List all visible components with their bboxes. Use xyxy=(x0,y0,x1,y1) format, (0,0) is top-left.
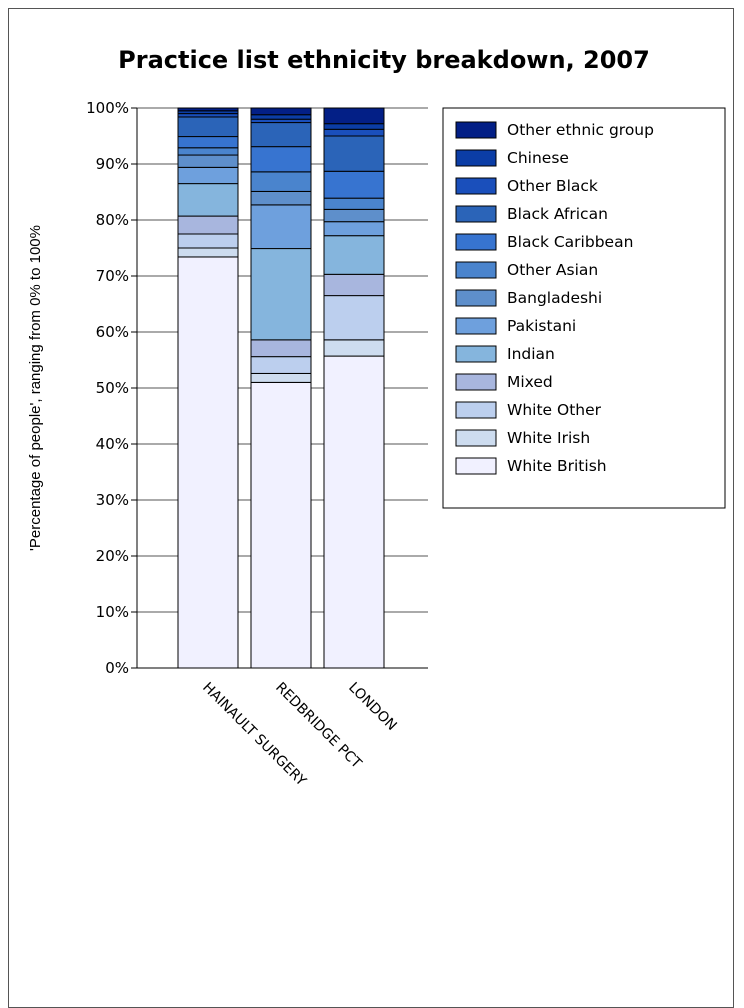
bar-segment xyxy=(250,107,312,116)
bar-segment xyxy=(177,107,239,112)
bar-segment xyxy=(250,171,312,192)
bar-segment xyxy=(177,247,239,258)
bar-segment xyxy=(323,355,385,669)
bar-segment xyxy=(250,248,312,341)
bar-segment xyxy=(250,146,312,173)
bar-segment xyxy=(250,190,312,206)
bar-segment xyxy=(177,166,239,185)
bar-segment xyxy=(250,114,312,120)
bar-segment xyxy=(250,356,312,374)
bar-segment xyxy=(323,107,385,125)
y-tick-label: 80% xyxy=(96,211,129,229)
bar-segment xyxy=(177,233,239,249)
bar-segment xyxy=(177,113,239,118)
legend-label: Other ethnic group xyxy=(507,121,654,139)
chart-title: Practice list ethnicity breakdown, 2007 xyxy=(118,46,650,74)
bar-segment xyxy=(250,122,312,148)
bar-segment xyxy=(323,123,385,130)
legend-swatch xyxy=(455,261,497,279)
bar-segment xyxy=(323,197,385,210)
bar-segment xyxy=(323,128,385,137)
legend-swatch xyxy=(455,373,497,391)
bar-segment xyxy=(177,256,239,669)
y-axis-label: 'Percentage of people', ranging from 0% … xyxy=(27,225,44,551)
legend-label: White Other xyxy=(507,401,602,419)
y-tick-label: 90% xyxy=(96,155,129,173)
bar-segment xyxy=(323,295,385,341)
bar-segment xyxy=(323,235,385,275)
bar-segment xyxy=(177,154,239,168)
bar-segment xyxy=(250,372,312,383)
y-tick-label: 30% xyxy=(96,491,129,509)
legend-label: Indian xyxy=(507,345,555,363)
bar-segment xyxy=(323,135,385,172)
legend-swatch xyxy=(455,205,497,223)
bar-segment xyxy=(250,118,312,124)
y-tick-label: 100% xyxy=(86,99,129,117)
bar-segment xyxy=(177,116,239,138)
legend-label: White British xyxy=(507,457,607,475)
legend-swatch xyxy=(455,233,497,251)
legend-label: Pakistani xyxy=(507,317,576,335)
bar-segment xyxy=(177,183,239,217)
bar-segment xyxy=(323,339,385,357)
legend-swatch xyxy=(455,289,497,307)
bar-segment xyxy=(323,208,385,223)
y-tick-label: 40% xyxy=(96,435,129,453)
bar-segment xyxy=(177,215,239,235)
y-tick-label: 0% xyxy=(105,659,129,677)
bars xyxy=(177,107,385,669)
legend-label: Black Caribbean xyxy=(507,233,633,251)
legend-label: Black African xyxy=(507,205,608,223)
legend-swatch xyxy=(455,121,497,139)
legend-swatch xyxy=(455,457,497,475)
bar-segment xyxy=(323,221,385,237)
legend-swatch xyxy=(455,345,497,363)
bar-segment xyxy=(250,204,312,250)
bar-segment xyxy=(323,273,385,297)
y-tick-label: 20% xyxy=(96,547,129,565)
y-tick-label: 70% xyxy=(96,267,129,285)
bar-segment xyxy=(323,170,385,199)
legend-label: Mixed xyxy=(507,373,553,391)
legend-swatch xyxy=(455,401,497,419)
bar-segment xyxy=(177,147,239,156)
legend-swatch xyxy=(455,429,497,447)
legend-label: Other Asian xyxy=(507,261,598,279)
legend-swatch xyxy=(455,149,497,167)
bar-segment xyxy=(177,136,239,149)
y-tick-label: 10% xyxy=(96,603,129,621)
legend-swatch xyxy=(455,317,497,335)
legend-box xyxy=(442,107,726,509)
legend-label: Other Black xyxy=(507,177,598,195)
y-tick-label: 60% xyxy=(96,323,129,341)
legend: Other ethnic group Chinese Other Black Blac… xyxy=(442,107,726,509)
bar-segment xyxy=(250,339,312,358)
legend-label: Chinese xyxy=(507,149,569,167)
legend-label: Bangladeshi xyxy=(507,289,602,307)
y-tick-label: 50% xyxy=(96,379,129,397)
legend-swatch xyxy=(455,177,497,195)
legend-label: White Irish xyxy=(507,429,590,447)
bar-segment xyxy=(250,381,312,669)
x-category-label: LONDON xyxy=(345,680,400,735)
